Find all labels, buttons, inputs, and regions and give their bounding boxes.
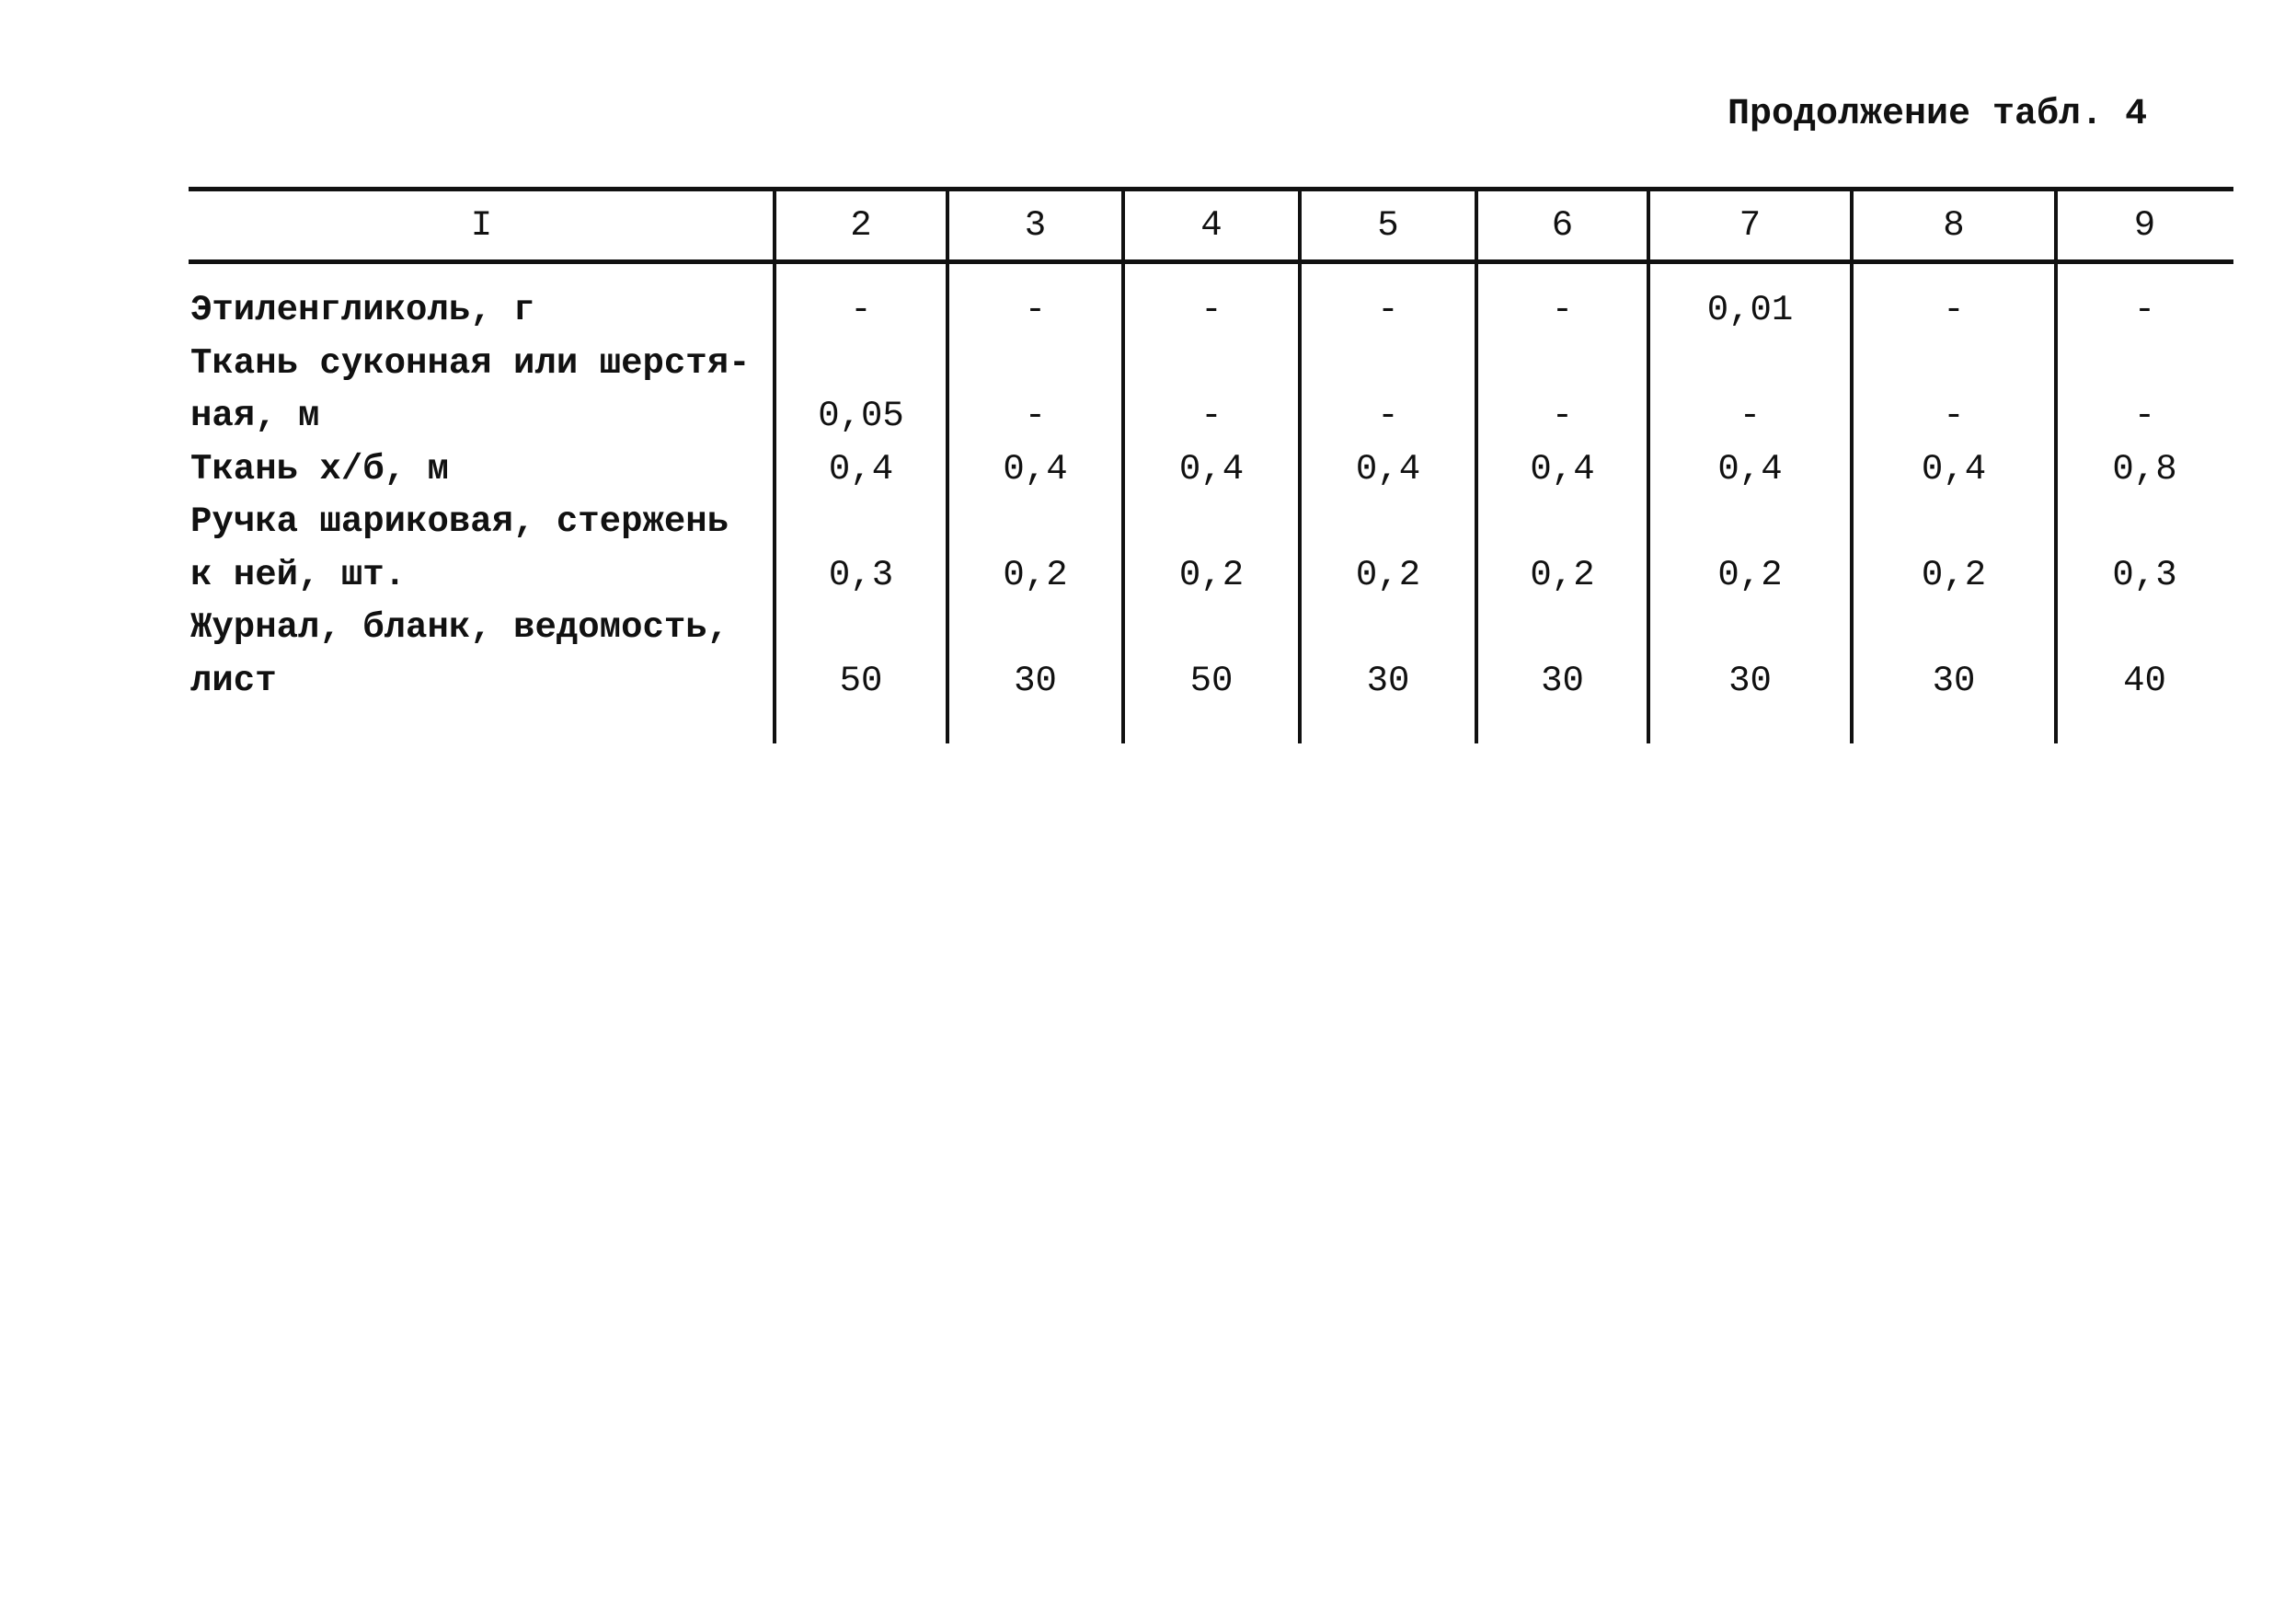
column-divider	[1647, 189, 1650, 743]
row-label: Ткань х/б, м	[190, 448, 449, 490]
column-divider	[2054, 189, 2058, 743]
table-cell: 0,4	[1921, 448, 1987, 490]
table-cell: 0,3	[828, 554, 894, 595]
table-cell: 30	[1932, 660, 1976, 701]
table-cell: 30	[1014, 660, 1057, 701]
table-cell: -	[1200, 396, 1223, 436]
table-cell: -	[1943, 396, 1965, 436]
table-cell: -	[1943, 290, 1965, 330]
table-cell: -	[1024, 396, 1047, 436]
table-cell: 0,4	[1003, 448, 1068, 490]
row-label: Ткань суконная или шерстя-	[190, 342, 751, 384]
row-label: Этиленгликоль, г	[190, 290, 535, 330]
table-cell: 0,2	[1178, 554, 1245, 595]
column-header: 8	[1943, 205, 1965, 246]
table-cell: 0,4	[1530, 448, 1595, 490]
table-cell: -	[1200, 290, 1223, 330]
row-label: Ручка шариковая, стержень	[190, 501, 729, 542]
column-header: 6	[1551, 205, 1574, 246]
table-cell: 0,8	[2112, 448, 2177, 490]
table-cell: -	[1551, 290, 1574, 330]
table-cell: 0,4	[828, 448, 894, 490]
table-cell: 30	[1728, 660, 1772, 701]
table-cell: 0,01	[1706, 290, 1794, 330]
column-divider	[1475, 189, 1478, 743]
column-divider	[1850, 189, 1854, 743]
table-cell: 30	[1366, 660, 1410, 701]
column-divider	[1298, 189, 1302, 743]
table-top-rule	[189, 187, 2233, 191]
table-cell: -	[2133, 396, 2156, 436]
column-divider	[946, 189, 949, 743]
table-cell: 0,4	[1717, 448, 1783, 490]
table-cell: -	[1377, 396, 1399, 436]
table-cell: 30	[1541, 660, 1584, 701]
table-cell: -	[1377, 290, 1399, 330]
table-cell: -	[1551, 396, 1574, 436]
column-header: 2	[850, 205, 872, 246]
table-cell: 50	[1189, 660, 1234, 701]
row-label: лист	[190, 660, 277, 701]
table-cell: 0,2	[1717, 554, 1783, 595]
table-cell: 0,2	[1530, 554, 1595, 595]
table-cell: 0,3	[2112, 554, 2177, 595]
column-header: 4	[1200, 205, 1223, 246]
table-cell: -	[2133, 290, 2156, 330]
column-header: 3	[1024, 205, 1047, 246]
column-header: I	[470, 205, 493, 246]
column-divider	[1121, 189, 1125, 743]
table-cell: -	[1024, 290, 1047, 330]
table-cell: 50	[839, 660, 883, 701]
table-cell: 40	[2123, 660, 2166, 701]
row-label: к ней, шт.	[190, 554, 407, 595]
table-cell: -	[1739, 396, 1762, 436]
column-header: 5	[1377, 205, 1399, 246]
row-label: Журнал, бланк, ведомость,	[190, 607, 729, 648]
table-continuation-title: Продолжение табл. 4	[1728, 94, 2148, 135]
header-bottom-rule	[189, 259, 2233, 264]
column-header: 9	[2133, 205, 2156, 246]
table-cell: 0,2	[1003, 554, 1068, 595]
table-cell: 0,05	[818, 396, 904, 436]
table-cell: 0,2	[1921, 554, 1987, 595]
column-divider	[773, 189, 776, 743]
row-label: ная, м	[190, 396, 320, 436]
table-cell: 0,2	[1355, 554, 1421, 595]
table-cell: 0,4	[1355, 448, 1421, 490]
table-cell: -	[850, 290, 872, 330]
table-cell: 0,4	[1178, 448, 1245, 490]
column-header: 7	[1739, 205, 1762, 246]
